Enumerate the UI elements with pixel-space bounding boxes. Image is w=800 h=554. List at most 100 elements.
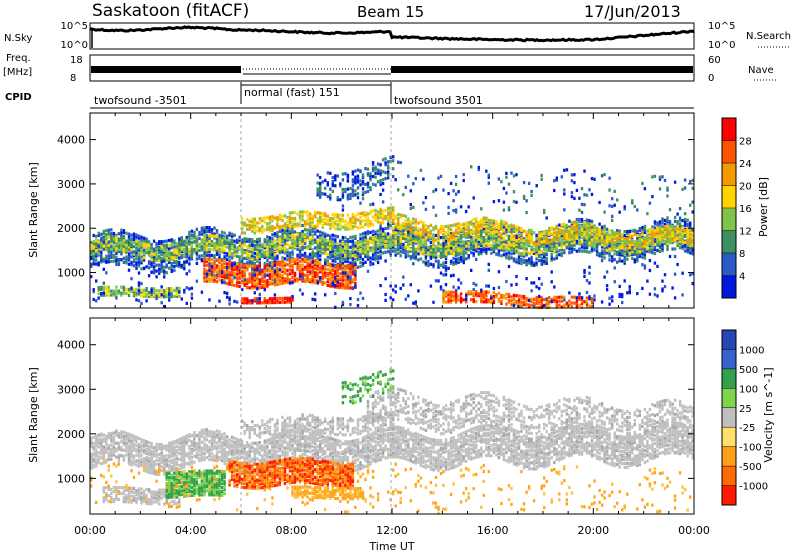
power-cell xyxy=(220,240,224,244)
power-cell xyxy=(271,268,274,272)
power-cell xyxy=(120,230,123,234)
power-cell xyxy=(253,257,256,261)
power-cell xyxy=(105,293,108,297)
power-cell xyxy=(359,237,362,241)
power-cell xyxy=(248,261,251,265)
power-cell xyxy=(316,257,319,261)
power-cell xyxy=(422,231,425,235)
power-cell xyxy=(228,282,231,286)
power-cell xyxy=(397,251,400,255)
power-cell xyxy=(228,274,231,278)
power-cell xyxy=(507,226,511,230)
power-cell xyxy=(530,240,533,245)
power-cell xyxy=(324,260,327,264)
power-cell xyxy=(319,175,322,180)
power-cell xyxy=(135,233,138,237)
power-cell xyxy=(661,219,664,223)
power-cell xyxy=(301,234,304,238)
power-cell xyxy=(341,250,345,254)
power-cell xyxy=(251,261,254,265)
power-cell xyxy=(361,225,365,229)
power-cell xyxy=(437,255,440,259)
power-cell xyxy=(314,279,317,283)
power-cell xyxy=(354,260,357,264)
power-cell xyxy=(432,234,435,238)
power-cell xyxy=(286,232,289,236)
power-cell xyxy=(100,236,103,240)
power-cell xyxy=(276,246,279,250)
power-cell xyxy=(444,236,448,240)
power-cell xyxy=(339,272,342,276)
power-cell xyxy=(668,237,672,241)
power-cell xyxy=(200,244,204,248)
power-cell xyxy=(140,259,143,263)
power-cell xyxy=(306,267,309,272)
power-cell xyxy=(241,279,244,283)
power-cell xyxy=(112,259,116,263)
power-cell xyxy=(480,248,483,252)
power-cell xyxy=(200,248,204,252)
power-cell xyxy=(550,247,553,251)
power-cell xyxy=(314,240,317,244)
power-cell xyxy=(296,267,299,271)
power-cell xyxy=(535,253,538,257)
power-cell xyxy=(145,286,148,291)
power-cell xyxy=(316,221,319,225)
power-cell xyxy=(175,246,178,250)
power-cell xyxy=(495,229,498,234)
power-cell xyxy=(120,249,123,253)
power-cell xyxy=(97,263,100,267)
power-cell xyxy=(326,272,329,276)
power-cell xyxy=(248,223,251,227)
power-cell xyxy=(515,225,518,229)
power-cell xyxy=(218,239,221,243)
power-cell xyxy=(266,281,269,285)
power-cell xyxy=(374,216,377,220)
power-cell xyxy=(263,283,266,287)
power-cell xyxy=(100,258,103,262)
power-cell xyxy=(256,229,259,233)
power-cell xyxy=(661,217,664,221)
power-cell xyxy=(233,248,236,252)
power-cell xyxy=(175,248,178,252)
power-cell xyxy=(271,276,274,280)
power-cell xyxy=(387,174,390,178)
power-cell xyxy=(271,301,274,305)
power-cell xyxy=(238,241,241,245)
power-cell xyxy=(228,260,231,265)
power-cell xyxy=(316,243,319,247)
power-cell xyxy=(402,225,405,230)
power-cell xyxy=(366,224,370,228)
power-cell xyxy=(437,247,440,251)
power-cell xyxy=(125,261,128,265)
power-cell xyxy=(155,254,158,259)
power-cell xyxy=(588,250,591,254)
power-cell xyxy=(303,245,307,250)
power-cell xyxy=(465,231,468,235)
power-cell xyxy=(120,293,123,297)
power-cell xyxy=(200,230,204,234)
power-cell xyxy=(495,240,498,244)
power-cell xyxy=(326,279,329,284)
power-cell xyxy=(381,236,385,240)
power-cell xyxy=(462,256,465,260)
power-cell xyxy=(414,251,417,255)
power-cell xyxy=(573,231,576,235)
power-cell xyxy=(666,218,669,222)
power-cell xyxy=(437,238,440,242)
power-cell xyxy=(454,251,458,256)
power-cell xyxy=(258,264,261,268)
power-cell xyxy=(225,245,229,249)
power-cell xyxy=(394,237,397,241)
power-cell xyxy=(565,223,569,227)
power-cell xyxy=(238,239,241,243)
power-cell xyxy=(643,252,647,256)
power-cell xyxy=(364,211,367,215)
power-cell xyxy=(178,261,181,265)
power-cell xyxy=(613,258,616,262)
power-cell xyxy=(593,240,596,244)
power-cell xyxy=(200,232,204,236)
power-cell xyxy=(147,243,151,247)
power-cell xyxy=(331,277,334,281)
power-cell xyxy=(648,244,652,248)
